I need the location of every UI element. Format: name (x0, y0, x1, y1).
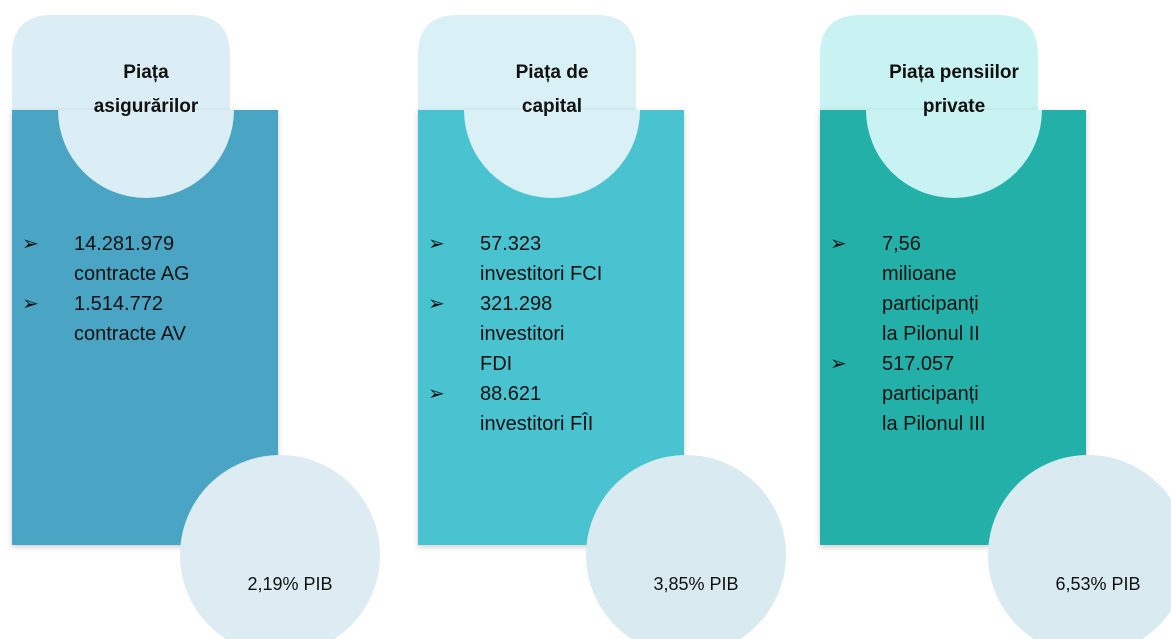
bullet-text: participanți (882, 383, 979, 405)
title-cutout (866, 110, 1042, 198)
bullet-text: investitori (480, 323, 564, 345)
bullet-icon: ➢ (428, 383, 445, 405)
column-tab (418, 15, 636, 120)
bullet-text: contracte AV (74, 323, 187, 345)
column-title: Piața pensiilor (889, 62, 1019, 83)
bullet-text: participanți (882, 293, 979, 315)
title-cutout (58, 110, 234, 198)
column-tab (12, 15, 230, 120)
pib-circle (180, 455, 380, 639)
bullet-text: 7,56 (882, 233, 921, 255)
bullet-text: la Pilonul II (882, 323, 980, 345)
bullet-icon: ➢ (428, 293, 445, 315)
pib-circle (988, 455, 1171, 639)
bullet-icon: ➢ (830, 233, 847, 255)
bullet-text: 517.057 (882, 353, 954, 375)
column: Piața de capital ➢ 57.323 investitori FCI ➢ 32… (418, 15, 786, 639)
bullet-icon: ➢ (22, 293, 39, 315)
bullet-text: 321.298 (480, 293, 552, 315)
pib-label: 6,53% PIB (1055, 574, 1140, 594)
bullet-text: investitori FCI (480, 263, 602, 285)
bullet-text: FDI (480, 353, 512, 375)
pib-label: 3,85% PIB (653, 574, 738, 594)
bullet-text: la Pilonul III (882, 413, 985, 435)
column-tab (820, 15, 1038, 120)
column: Piața asigurărilor ➢ 14.281.979 contracte AG… (12, 15, 380, 639)
bullet-text: 14.281.979 (74, 233, 174, 255)
bullet-text: 57.323 (480, 233, 541, 255)
column-title: Piața (123, 62, 169, 83)
bullet-icon: ➢ (830, 353, 847, 375)
bullet-text: 88.621 (480, 383, 541, 405)
column: Piața pensiilor private ➢ 7,56 milioane parti… (820, 15, 1171, 639)
bullet-text: contracte AG (74, 263, 190, 285)
pib-label: 2,19% PIB (247, 574, 332, 594)
bullet-text: milioane (882, 263, 956, 285)
bullet-text: investitori FÎI (480, 412, 593, 435)
column-title: capital (522, 96, 582, 117)
bullet-text: 1.514.772 (74, 293, 163, 315)
column-title: private (923, 96, 985, 117)
title-cutout (464, 110, 640, 198)
column-title: asigurărilor (94, 96, 199, 117)
pib-circle (586, 455, 786, 639)
bullet-icon: ➢ (428, 233, 445, 255)
bullet-icon: ➢ (22, 233, 39, 255)
column-title: Piața de (516, 62, 589, 83)
